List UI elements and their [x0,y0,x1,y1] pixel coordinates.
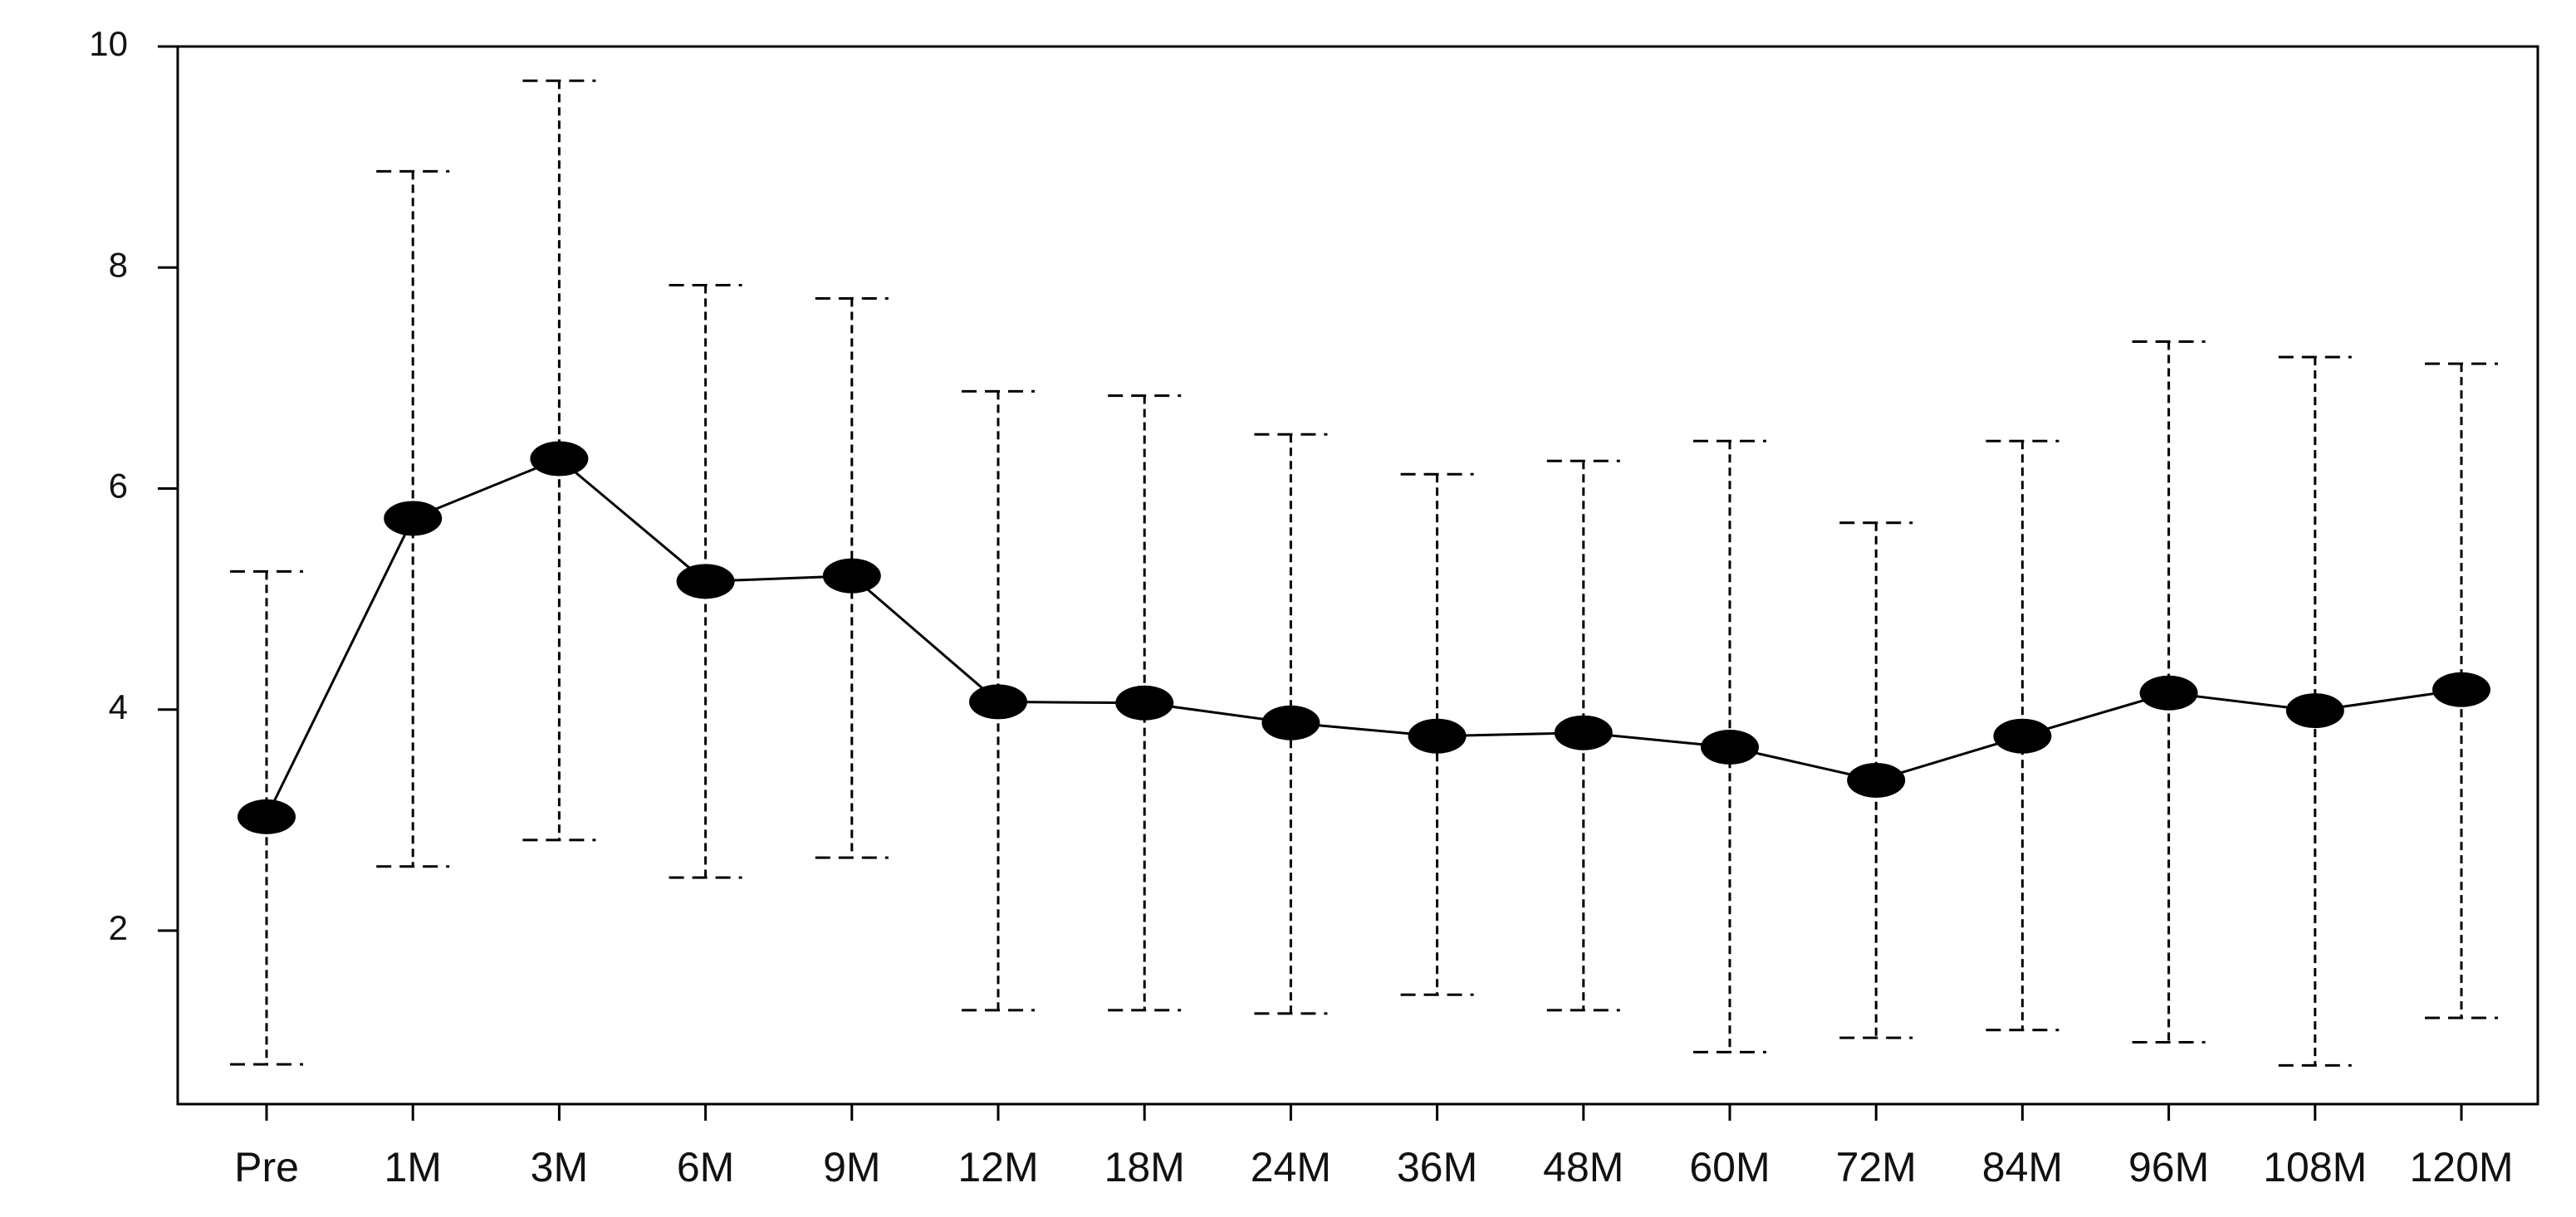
x-tick-label: 12M [957,1144,1038,1190]
x-tick-label: 1M [384,1144,441,1190]
x-tick-label: 72M [1836,1144,1917,1190]
x-tick-label: 36M [1397,1144,1477,1190]
point [822,558,881,594]
y-tick-label: 2 [109,908,128,947]
point [1701,730,1759,765]
y-tick-label: 6 [109,467,128,506]
y-tick-label: 10 [89,24,128,63]
x-tick-label: 48M [1543,1144,1623,1190]
point [676,564,735,599]
plot-frame [176,45,2539,1106]
point [1115,685,1174,721]
x-tick-label: 18M [1104,1144,1185,1190]
point [384,501,443,536]
point [238,799,296,834]
x-tick-label: 3M [531,1144,588,1190]
point [530,441,589,477]
x-tick-label: 60M [1689,1144,1770,1190]
y-tick-label: 4 [109,687,128,726]
x-tick-label: 6M [677,1144,734,1190]
x-tick-label: 9M [823,1144,880,1190]
point [1847,762,1906,798]
x-tick-label: 108M [2263,1144,2367,1190]
point [969,684,1027,720]
x-tick-label: 120M [2409,1144,2513,1190]
point [1554,715,1613,750]
x-tick-label: 96M [2128,1144,2209,1190]
point [2139,675,2198,711]
x-tick-label: 24M [1251,1144,1331,1190]
point [2285,693,2344,729]
x-tick-label: 84M [1982,1144,2063,1190]
y-tick-label: 8 [109,245,128,284]
point [2432,672,2490,707]
point [1993,718,2052,754]
line [265,457,2462,818]
x-tick-label: Pre [234,1144,299,1190]
point [1408,718,1467,754]
point [1261,705,1320,740]
